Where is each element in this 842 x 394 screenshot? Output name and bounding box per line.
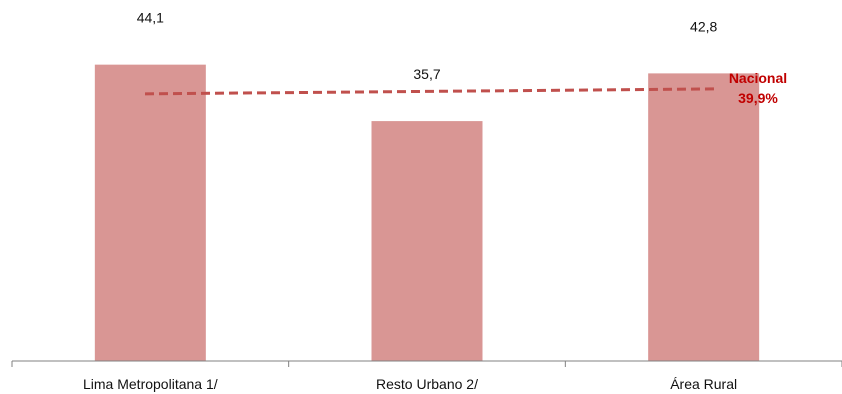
- category-label: Resto Urbano 2/: [376, 376, 478, 392]
- bar: [648, 73, 760, 361]
- bar-value-label: 35,7: [413, 66, 440, 82]
- reference-line-value: 39,9%: [738, 90, 778, 106]
- bar-value-label: 42,8: [690, 18, 717, 34]
- bars-group: [94, 64, 760, 361]
- category-labels-group: Lima Metropolitana 1/Resto Urbano 2/Área…: [83, 376, 737, 392]
- bar: [94, 64, 206, 361]
- x-axis-ticks: [11, 361, 842, 367]
- bar-value-label: 44,1: [137, 10, 164, 26]
- bar: [371, 121, 483, 361]
- national-reference-line: [144, 87, 718, 96]
- reference-line-label: Nacional: [729, 70, 787, 86]
- category-label: Área Rural: [670, 376, 737, 392]
- value-labels-group: 44,1 35,7 42,8: [137, 10, 718, 82]
- category-label: Lima Metropolitana 1/: [83, 376, 218, 392]
